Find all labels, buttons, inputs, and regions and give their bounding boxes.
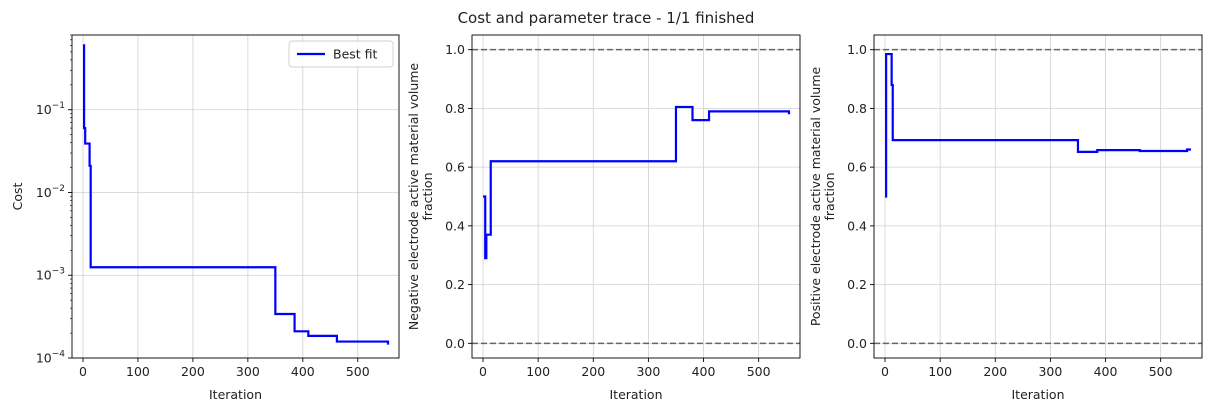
chart-panel-1: 0 100 200 300 400 500 10−1 10−2 10−3 10−4 Iteratio… [10,34,400,402]
x-tick-label: 500 [1149,364,1173,379]
series-line [483,105,791,260]
series-line [82,44,390,345]
x-tick-label: 200 [983,364,1007,379]
y-tick-label: 0.4 [445,218,465,233]
x-tick-label: 200 [581,364,605,379]
x-tick-label: 0 [79,364,87,379]
x-tick-label: 400 [291,364,315,379]
x-tick-label: 300 [236,364,260,379]
x-tick-label: 500 [346,364,370,379]
y-tick-label: 10−2 [36,184,65,200]
y-tick-label: 0.8 [847,101,867,116]
y-tick-label: 0.6 [445,160,465,175]
y-axis-label: Positive electrode active material volum… [808,67,837,327]
series-line [885,52,1191,198]
y-tick-label: 1.0 [445,42,465,57]
figure-title: Cost and parameter trace - 1/1 finished [458,9,755,27]
x-tick-label: 300 [636,364,660,379]
axes-frame [471,34,801,359]
legend: Best fit [288,40,394,68]
x-tick-label: 100 [126,364,150,379]
x-tick-label: 0 [881,364,889,379]
y-tick-label: 0.8 [445,101,465,116]
legend-frame [288,40,394,68]
x-tick-label: 400 [1094,364,1118,379]
panels: 0 100 200 300 400 500 10−1 10−2 10−3 10−4 Iteratio… [10,34,1203,402]
x-tick-label: 0 [479,364,487,379]
x-tick-label: 100 [526,364,550,379]
x-axis-label: Iteration [209,387,262,402]
x-tick-label: 300 [1038,364,1062,379]
chart-panel-2: 0 100 200 300 400 500 0.0 0.2 0.4 0.6 0.8 1.0 Iterat… [406,34,801,402]
axes-frame [873,34,1203,359]
axes-frame [71,34,400,359]
y-tick-label: 0.2 [847,277,867,292]
x-axis-label: Iteration [1011,387,1064,402]
y-axis-label: Negative electrode active material volum… [406,63,435,331]
y-tick-label: 0.4 [847,218,867,233]
y-tick-label: 0.0 [847,336,867,351]
y-tick-label: 0.6 [847,160,867,175]
x-tick-label: 100 [928,364,952,379]
x-tick-label: 400 [692,364,716,379]
y-axis-label: Cost [10,183,25,211]
y-tick-label: 0.0 [445,336,465,351]
y-tick-label: 0.2 [445,277,465,292]
x-axis-label: Iteration [609,387,662,402]
y-tick-label: 10−1 [36,101,65,117]
x-tick-label: 500 [747,364,771,379]
y-tick-label: 10−4 [36,350,65,366]
y-tick-label: 10−3 [36,267,65,283]
y-tick-label: 1.0 [847,42,867,57]
legend-label: Best fit [333,47,378,62]
x-tick-label: 200 [181,364,205,379]
chart-panel-3: 0 100 200 300 400 500 0.0 0.2 0.4 0.6 0.8 1.0 Iterat… [808,34,1203,402]
